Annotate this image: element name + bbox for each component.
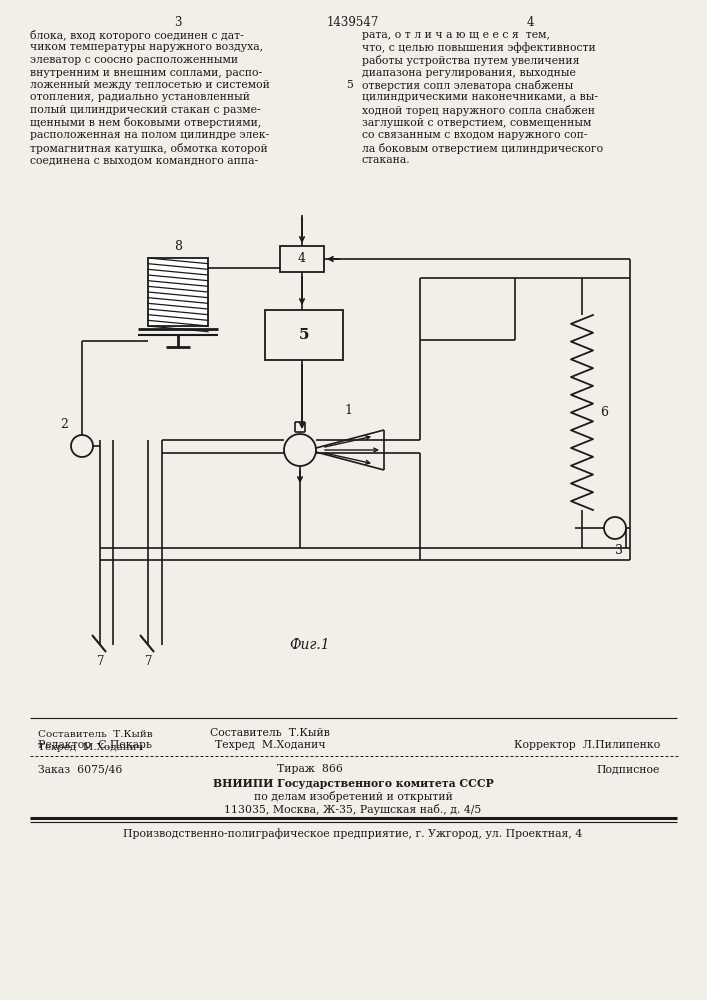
- Text: 4: 4: [298, 252, 306, 265]
- Text: ω: ω: [610, 522, 620, 534]
- Text: блока, вход которого соединен с дат-: блока, вход которого соединен с дат-: [30, 30, 244, 41]
- Text: соединена с выходом командного аппа-: соединена с выходом командного аппа-: [30, 155, 258, 165]
- Text: Производственно-полиграфическое предприятие, г. Ужгород, ул. Проектная, 4: Производственно-полиграфическое предприя…: [124, 828, 583, 839]
- Text: 8: 8: [174, 240, 182, 253]
- Text: 3: 3: [174, 16, 182, 29]
- Text: ω: ω: [77, 440, 87, 452]
- Text: диапазона регулирования, выходные: диапазона регулирования, выходные: [362, 68, 576, 78]
- Text: чиком температуры наружного воздуха,: чиком температуры наружного воздуха,: [30, 42, 263, 52]
- Text: что, с целью повышения эффективности: что, с целью повышения эффективности: [362, 42, 596, 53]
- Text: элеватор с соосно расположенными: элеватор с соосно расположенными: [30, 55, 238, 65]
- Text: ходной торец наружного сопла снабжен: ходной торец наружного сопла снабжен: [362, 105, 595, 116]
- Text: Составитель  Т.Кыйв: Составитель Т.Кыйв: [210, 728, 330, 738]
- Circle shape: [71, 435, 93, 457]
- Text: 4: 4: [526, 16, 534, 29]
- Text: Корректор  Л.Пилипенко: Корректор Л.Пилипенко: [514, 740, 660, 750]
- Text: 6: 6: [600, 406, 608, 418]
- Text: 1: 1: [344, 403, 352, 416]
- Text: Тираж  866: Тираж 866: [277, 764, 343, 774]
- Text: расположенная на полом цилиндре элек-: расположенная на полом цилиндре элек-: [30, 130, 269, 140]
- Text: 1439547: 1439547: [327, 16, 379, 29]
- Text: отверстия сопл элеватора снабжены: отверстия сопл элеватора снабжены: [362, 80, 573, 91]
- Text: полый цилиндрический стакан с разме-: полый цилиндрический стакан с разме-: [30, 105, 261, 115]
- Text: 2: 2: [60, 418, 68, 430]
- Text: ложенный между теплосетью и системой: ложенный между теплосетью и системой: [30, 80, 270, 90]
- Text: тромагнитная катушка, обмотка которой: тромагнитная катушка, обмотка которой: [30, 142, 268, 153]
- Text: 7: 7: [98, 655, 105, 668]
- Text: Фиг.1: Фиг.1: [290, 638, 330, 652]
- Text: 5: 5: [299, 328, 309, 342]
- Text: стакана.: стакана.: [362, 155, 411, 165]
- Text: Техред  М.Ходанич: Техред М.Ходанич: [215, 740, 325, 750]
- Text: рата, о т л и ч а ю щ е е с я  тем,: рата, о т л и ч а ю щ е е с я тем,: [362, 30, 550, 40]
- Text: 113035, Москва, Ж-35, Раушская наб., д. 4/5: 113035, Москва, Ж-35, Раушская наб., д. …: [224, 804, 481, 815]
- Text: отопления, радиально установленный: отопления, радиально установленный: [30, 93, 250, 103]
- Text: по делам изобретений и открытий: по делам изобретений и открытий: [254, 791, 452, 802]
- Bar: [265, 310, 343, 360]
- Text: внутренним и внешним соплами, распо-: внутренним и внешним соплами, распо-: [30, 68, 262, 78]
- Text: Подписное: Подписное: [597, 764, 660, 774]
- Text: работы устройства путем увеличения: работы устройства путем увеличения: [362, 55, 580, 66]
- Text: Редактор  С.Пекарь: Редактор С.Пекарь: [38, 740, 152, 750]
- Text: Составитель  Т.Кыйв: Составитель Т.Кыйв: [38, 730, 153, 739]
- Text: ВНИИПИ Государственного комитета СССР: ВНИИПИ Государственного комитета СССР: [213, 778, 493, 789]
- Bar: [148, 258, 208, 326]
- Text: 3: 3: [615, 544, 623, 557]
- Text: со связанным с входом наружного соп-: со связанным с входом наружного соп-: [362, 130, 588, 140]
- Text: щенными в нем боковыми отверстиями,: щенными в нем боковыми отверстиями,: [30, 117, 262, 128]
- Text: заглушкой с отверстием, совмещенным: заглушкой с отверстием, совмещенным: [362, 117, 591, 127]
- Text: цилиндрическими наконечниками, а вы-: цилиндрическими наконечниками, а вы-: [362, 93, 598, 103]
- Bar: [280, 246, 324, 272]
- Text: Техред  М.Ходанич: Техред М.Ходанич: [38, 743, 144, 752]
- Text: 7: 7: [145, 655, 153, 668]
- Text: 5: 5: [346, 80, 354, 90]
- Text: ла боковым отверстием цилиндрического: ла боковым отверстием цилиндрического: [362, 142, 603, 153]
- Circle shape: [284, 434, 316, 466]
- Circle shape: [604, 517, 626, 539]
- Text: Заказ  6075/46: Заказ 6075/46: [38, 764, 122, 774]
